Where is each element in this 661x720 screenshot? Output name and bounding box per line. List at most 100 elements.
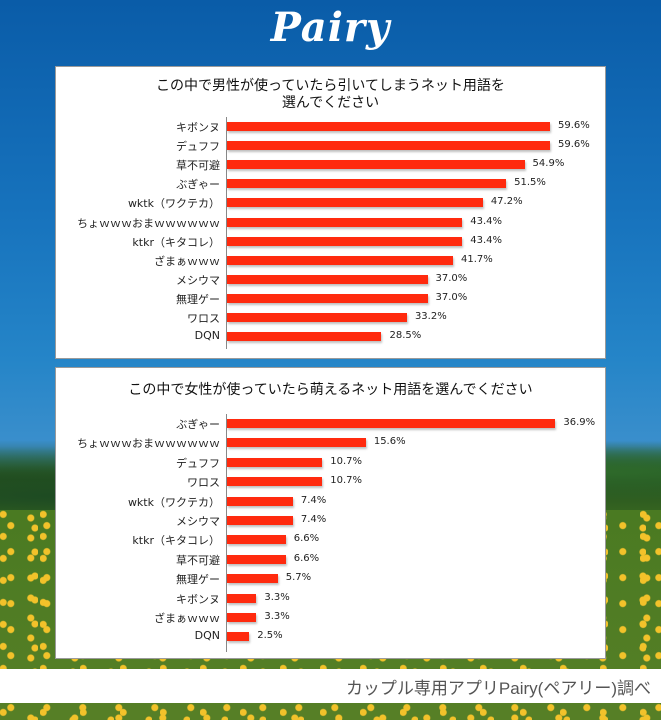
chart-title: この中で男性が使っていたら引いてしまうネット用語を 選んでください bbox=[56, 78, 605, 112]
bar-row: ざまぁｗｗｗ 41.7% bbox=[56, 251, 605, 270]
value-label: 59.6% bbox=[558, 120, 590, 131]
category-label: 草不可避 bbox=[176, 159, 220, 173]
bar bbox=[227, 496, 293, 506]
chart-title: この中で女性が使っていたら萌えるネット用語を選んでください bbox=[56, 382, 605, 399]
bar bbox=[227, 419, 556, 428]
bar bbox=[227, 274, 428, 284]
bar bbox=[227, 179, 507, 189]
category-label: キボンヌ bbox=[176, 121, 220, 134]
category-label: 無理ゲー bbox=[176, 292, 220, 306]
category-label: デュフフ bbox=[176, 140, 220, 154]
category-label: ぶぎゃー bbox=[176, 418, 220, 431]
bar bbox=[227, 160, 525, 170]
value-label: 7.4% bbox=[300, 514, 327, 525]
chart-panel-men: この中で男性が使っていたら引いてしまうネット用語を 選んでください キボンヌ 59… bbox=[55, 66, 606, 359]
chart-title-line: この中で男性が使っていたら引いてしまうネット用語を bbox=[156, 78, 505, 94]
bar-row: 無理ゲー 37.0% bbox=[56, 289, 605, 308]
bar bbox=[227, 554, 286, 564]
bar bbox=[227, 293, 428, 303]
bar-row: メシウマ 7.4% bbox=[56, 511, 605, 530]
value-label: 10.7% bbox=[330, 455, 362, 467]
bar bbox=[227, 122, 551, 131]
category-label: ワロス bbox=[187, 312, 220, 325]
value-label: 10.7% bbox=[330, 475, 362, 487]
category-label: 草不可避 bbox=[176, 553, 220, 567]
footer-strip: カップル専用アプリPairy(ペアリー)調べ bbox=[0, 669, 661, 703]
bar-row: デュフフ 59.6% bbox=[56, 136, 605, 155]
pairy-logo: Pairy bbox=[270, 4, 391, 51]
category-label: wktk（ワクテカ） bbox=[127, 197, 220, 211]
bar bbox=[227, 535, 286, 545]
category-label: ざまぁｗｗｗ bbox=[154, 612, 220, 625]
bar-row: DQN 2.5% bbox=[56, 627, 605, 646]
chart-title-line: この中で女性が使っていたら萌えるネット用語を選んでください bbox=[128, 382, 533, 398]
bar-row: ざまぁｗｗｗ 3.3% bbox=[56, 608, 605, 627]
value-label: 3.3% bbox=[264, 591, 290, 603]
value-label: 54.9% bbox=[532, 158, 565, 170]
bar bbox=[227, 141, 551, 151]
bar bbox=[227, 632, 250, 642]
bar-row: 草不可避 6.6% bbox=[56, 550, 605, 569]
bar-row: 草不可避 54.9% bbox=[56, 155, 605, 174]
bar bbox=[227, 457, 323, 467]
value-label: 43.4% bbox=[470, 215, 502, 227]
bar-row: ぶぎゃー 36.9% bbox=[56, 414, 605, 433]
bar bbox=[227, 236, 463, 246]
value-label: 6.6% bbox=[293, 552, 320, 564]
value-label: 15.6% bbox=[373, 436, 406, 448]
source-credit: カップル専用アプリPairy(ペアリー)調べ bbox=[345, 679, 651, 698]
bar bbox=[227, 255, 453, 265]
category-label: ぶぎゃー bbox=[176, 178, 220, 192]
bar-row: メシウマ 37.0% bbox=[56, 270, 605, 289]
value-label: 28.5% bbox=[389, 330, 422, 342]
category-label: ちょｗｗｗおまｗｗｗｗｗｗ bbox=[77, 437, 220, 451]
category-label: メシウマ bbox=[176, 515, 220, 528]
value-label: 47.2% bbox=[490, 196, 523, 208]
bar-row: デュフフ 10.7% bbox=[56, 453, 605, 472]
bar-row: 無理ゲー 5.7% bbox=[56, 569, 605, 588]
category-label: ktkr（キタコレ） bbox=[132, 235, 220, 249]
bar bbox=[227, 332, 382, 342]
value-label: 37.0% bbox=[435, 291, 468, 303]
bar bbox=[227, 593, 257, 603]
value-label: 37.0% bbox=[435, 272, 468, 284]
value-label: 36.9% bbox=[563, 417, 596, 428]
category-label: デュフフ bbox=[176, 456, 220, 470]
chart-title-line: 選んでください bbox=[281, 95, 380, 111]
category-label: ktkr（キタコレ） bbox=[132, 534, 220, 548]
bar bbox=[227, 313, 407, 322]
bar-row: ktkr（キタコレ） 43.4% bbox=[56, 232, 605, 251]
category-label: 無理ゲー bbox=[176, 573, 220, 587]
value-label: 3.3% bbox=[264, 611, 290, 622]
bar bbox=[227, 438, 366, 448]
category-label: wktk（ワクテカ） bbox=[127, 495, 220, 509]
category-label: DQN bbox=[194, 629, 220, 643]
bar bbox=[227, 217, 463, 227]
bar-row: ワロス 33.2% bbox=[56, 308, 605, 327]
bar bbox=[227, 613, 257, 622]
value-label: 41.7% bbox=[461, 253, 493, 265]
bar-row: キボンヌ 59.6% bbox=[56, 117, 605, 136]
bar bbox=[227, 574, 278, 584]
category-axis bbox=[226, 117, 227, 349]
bar-row: DQN 28.5% bbox=[56, 327, 605, 346]
category-label: ワロス bbox=[187, 476, 220, 490]
value-label: 33.2% bbox=[414, 311, 447, 322]
value-label: 2.5% bbox=[257, 630, 283, 642]
value-label: 5.7% bbox=[285, 572, 312, 584]
category-axis bbox=[226, 414, 227, 652]
value-label: 51.5% bbox=[514, 177, 546, 189]
value-label: 7.4% bbox=[300, 494, 327, 506]
category-label: キボンヌ bbox=[176, 592, 220, 606]
bar-row: wktk（ワクテカ） 47.2% bbox=[56, 193, 605, 212]
category-label: DQN bbox=[194, 329, 220, 343]
value-label: 6.6% bbox=[293, 533, 320, 545]
chart-panel-women: この中で女性が使っていたら萌えるネット用語を選んでください ぶぎゃー 36.9% ち… bbox=[55, 367, 606, 659]
category-label: メシウマ bbox=[176, 273, 220, 287]
bar-row: wktk（ワクテカ） 7.4% bbox=[56, 492, 605, 511]
bar bbox=[227, 198, 483, 208]
value-label: 59.6% bbox=[558, 139, 590, 151]
bar-row: ktkr（キタコレ） 6.6% bbox=[56, 530, 605, 549]
bar-row: ちょｗｗｗおまｗｗｗｗｗｗ 15.6% bbox=[56, 433, 605, 452]
value-label: 43.4% bbox=[470, 234, 502, 246]
